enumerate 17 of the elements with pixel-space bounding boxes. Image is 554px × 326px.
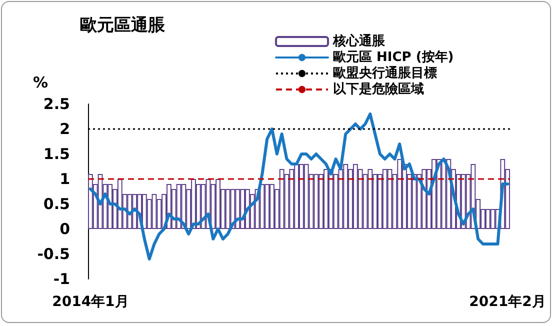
y-tick-label: 2.5 — [43, 95, 70, 113]
y-tick-label: 1 — [60, 170, 70, 188]
y-tick-label: 0.5 — [43, 195, 70, 213]
y-tick-label: -1 — [53, 270, 70, 288]
chart-title: 歐元區通脹 — [80, 16, 166, 36]
line-series — [88, 112, 510, 260]
x-tick-label: 2021年2月 — [469, 294, 546, 310]
legend-label: 核心通脹 — [332, 33, 386, 49]
y-tick-label: 1.5 — [43, 145, 70, 163]
y-tick-label: 0 — [60, 220, 70, 238]
legend-label: 歐盟央行通脹目標 — [333, 65, 437, 81]
legend-label: 歐元區 HICP (按年) — [333, 49, 454, 65]
y-tick-label: 2 — [60, 120, 70, 138]
legend-label: 以下是危險區域 — [333, 82, 424, 97]
x-tick-label: 2014年1月 — [52, 294, 129, 310]
y-tick-label: -0.5 — [37, 245, 70, 263]
y-axis-title: % — [32, 74, 48, 92]
